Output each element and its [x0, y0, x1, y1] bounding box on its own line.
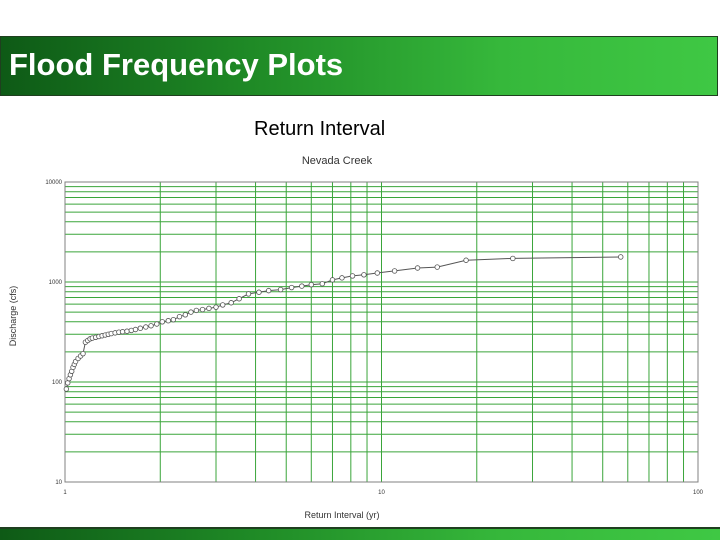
data-point: [510, 255, 516, 262]
data-point: [339, 275, 345, 281]
data-point: [165, 318, 171, 324]
data-markers: [63, 254, 624, 392]
data-point: [170, 316, 177, 323]
data-point: [159, 319, 166, 325]
data-point: [182, 312, 189, 318]
data-point: [434, 264, 440, 270]
data-point: [119, 329, 126, 335]
data-point: [265, 287, 272, 294]
data-point: [299, 283, 305, 289]
chart-grid: [64, 182, 698, 483]
data-point: [148, 323, 154, 329]
data-point: [618, 254, 624, 260]
y-tick-label: 100: [52, 380, 63, 386]
data-point: [361, 272, 367, 278]
plot-frame: [64, 181, 699, 483]
data-point: [188, 309, 194, 315]
slide-title: Flood Frequency Plots: [9, 47, 344, 82]
slide-subtitle: Return Interval: [254, 118, 386, 140]
data-point: [277, 286, 284, 293]
title-bar: Flood Frequency Plots: [0, 36, 718, 96]
data-point: [463, 257, 469, 263]
data-point: [220, 302, 226, 308]
data-point: [80, 350, 86, 357]
data-point: [349, 273, 356, 279]
data-point: [236, 296, 242, 302]
data-point: [288, 284, 295, 291]
data-point: [143, 324, 149, 330]
data-point: [132, 326, 139, 333]
data-point: [414, 265, 421, 271]
y-tick-label: 10: [55, 480, 62, 486]
x-tick-label: 100: [693, 490, 704, 496]
y-axis-label: Discharge (cfs): [8, 286, 18, 347]
data-point: [256, 289, 262, 295]
data-point: [391, 268, 398, 274]
data-point: [329, 277, 336, 283]
x-tick-label: 1: [63, 490, 67, 496]
data-point: [63, 386, 70, 392]
data-point: [154, 321, 160, 327]
data-point: [176, 313, 183, 320]
chart-title: Nevada Creek: [302, 155, 373, 167]
bottom-bar: [0, 527, 720, 540]
data-point: [308, 281, 314, 288]
data-point: [319, 281, 325, 287]
data-point: [374, 270, 381, 276]
y-tick-label: 1000: [49, 280, 63, 286]
x-tick-label: 10: [378, 490, 385, 496]
data-point: [245, 291, 252, 297]
data-point: [137, 325, 144, 331]
y-tick-label: 10000: [45, 180, 62, 186]
x-axis-label: Return Interval (yr): [304, 510, 379, 520]
data-point: [206, 305, 212, 312]
data-point: [193, 307, 200, 314]
data-point: [228, 300, 234, 306]
data-point: [124, 328, 130, 334]
data-point: [199, 306, 206, 313]
data-point: [213, 304, 219, 310]
